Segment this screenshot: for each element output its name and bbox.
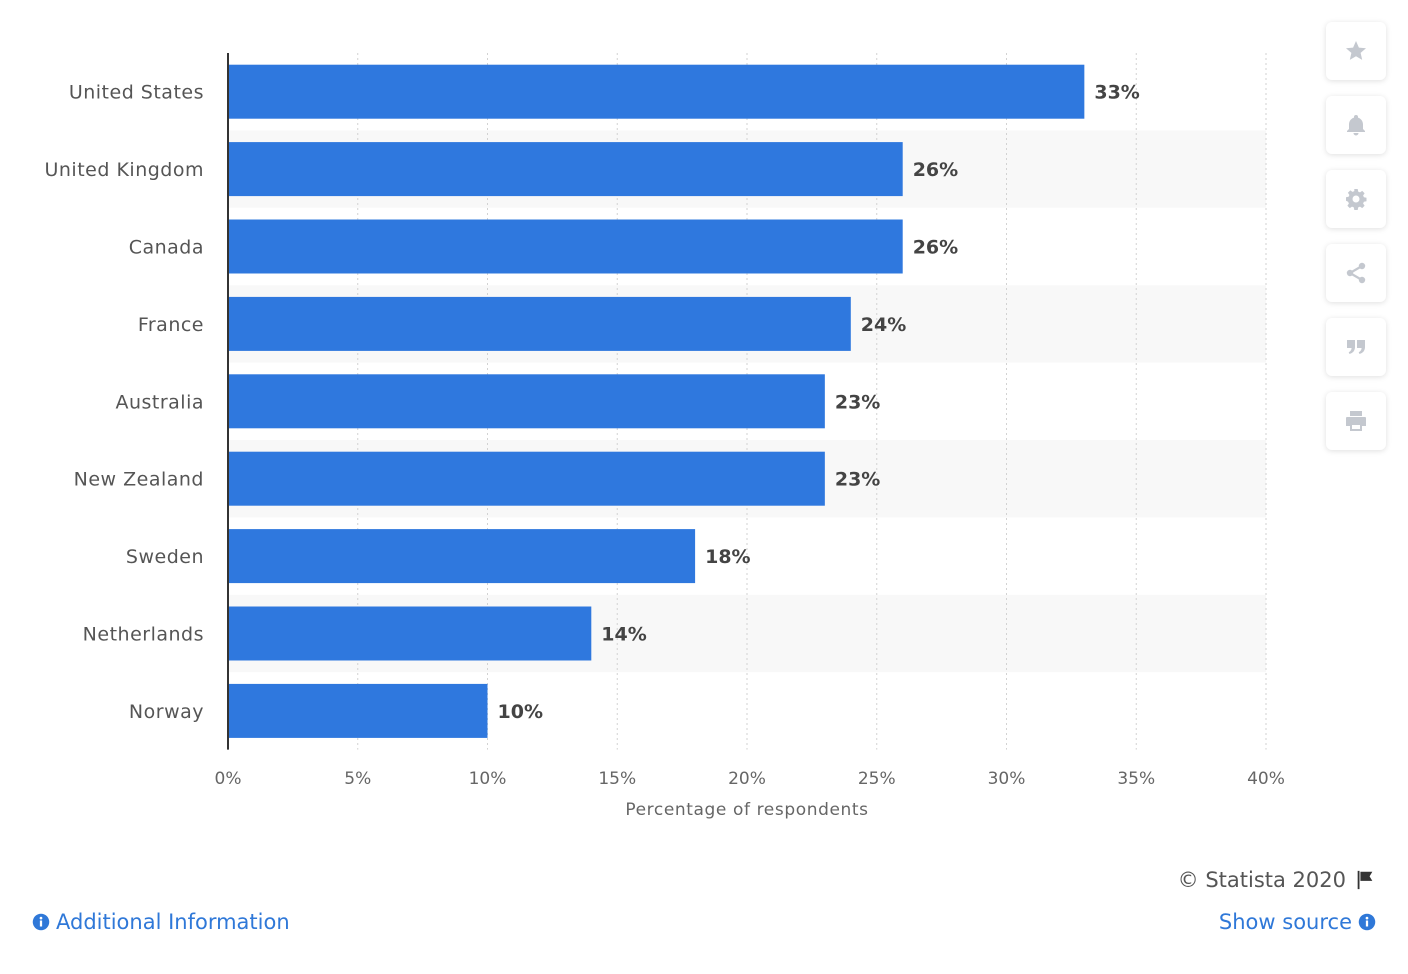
category-label: France: [138, 314, 204, 336]
value-label: 10%: [498, 701, 543, 723]
favorite-button[interactable]: [1326, 22, 1386, 80]
bar[interactable]: [228, 606, 592, 661]
cite-button[interactable]: [1326, 318, 1386, 376]
value-label: 26%: [913, 159, 958, 181]
star-icon: [1346, 41, 1366, 60]
x-tick-label: 40%: [1247, 769, 1285, 789]
share-icon: [1346, 262, 1366, 284]
category-label: Australia: [115, 391, 204, 413]
statista-credit: © Statista 2020: [1178, 868, 1376, 892]
x-tick-labels: 0% 5% 10% 15% 20% 25% 30% 35% 40%: [215, 769, 1285, 789]
bar[interactable]: [228, 219, 903, 274]
print-icon: [1346, 411, 1366, 431]
category-labels: United States United Kingdom Canada France A…: [44, 82, 204, 723]
value-label: 18%: [705, 546, 750, 568]
show-source-label: Show source: [1218, 910, 1352, 934]
category-label: United States: [69, 82, 204, 104]
additional-information-label: Additional Information: [56, 910, 290, 934]
bell-icon: [1347, 115, 1365, 136]
value-label: 23%: [835, 391, 880, 413]
credit-text: © Statista 2020: [1177, 868, 1346, 892]
x-tick-label: 5%: [344, 769, 371, 789]
value-label: 26%: [913, 237, 958, 259]
x-tick-label: 30%: [988, 769, 1026, 789]
bar[interactable]: [228, 296, 851, 351]
info-icon: [1358, 913, 1376, 931]
sidebar-toolbar: [1326, 22, 1388, 466]
value-labels: 33% 26% 26% 24% 23% 23% 18% 14% 10%: [498, 82, 1140, 723]
x-tick-label: 10%: [469, 769, 507, 789]
value-label: 24%: [861, 314, 906, 336]
gear-icon: [1346, 189, 1367, 210]
category-label: Norway: [129, 701, 204, 723]
x-tick-label: 35%: [1117, 769, 1155, 789]
category-label: Sweden: [126, 546, 204, 568]
bar[interactable]: [228, 142, 903, 197]
bar[interactable]: [228, 64, 1085, 119]
bar[interactable]: [228, 529, 696, 584]
x-tick-label: 0%: [215, 769, 242, 789]
value-label: 33%: [1094, 82, 1139, 104]
bar[interactable]: [228, 374, 825, 429]
print-button[interactable]: [1326, 392, 1386, 450]
bar[interactable]: [228, 683, 488, 738]
x-tick-label: 20%: [728, 769, 766, 789]
quote-icon: [1347, 340, 1365, 354]
flag-icon[interactable]: [1354, 869, 1376, 891]
category-label: Canada: [129, 237, 204, 259]
value-label: 14%: [601, 624, 646, 646]
category-label: Netherlands: [83, 624, 204, 646]
settings-button[interactable]: [1326, 170, 1386, 228]
value-label: 23%: [835, 469, 880, 491]
x-tick-label: 25%: [858, 769, 896, 789]
additional-information-link[interactable]: Additional Information: [32, 910, 290, 934]
notification-button[interactable]: [1326, 96, 1386, 154]
category-label: New Zealand: [74, 469, 204, 491]
bar[interactable]: [228, 451, 825, 506]
show-source-link[interactable]: Show source: [1219, 910, 1376, 934]
x-tick-label: 15%: [598, 769, 636, 789]
info-icon: [32, 913, 50, 931]
category-label: United Kingdom: [44, 159, 204, 181]
x-axis-label: Percentage of respondents: [625, 800, 868, 820]
share-button[interactable]: [1326, 244, 1386, 302]
bars: [228, 64, 1085, 738]
